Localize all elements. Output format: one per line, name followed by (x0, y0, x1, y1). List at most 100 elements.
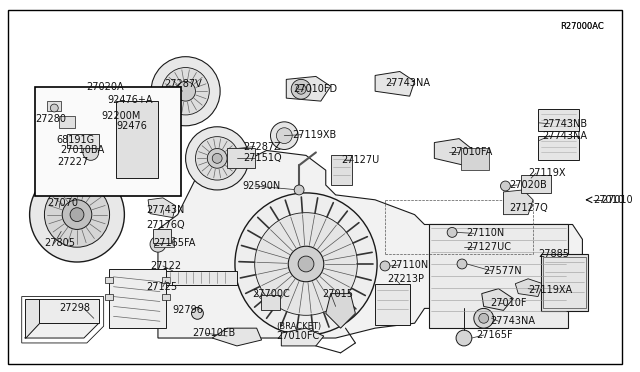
Text: 27287Z: 27287Z (243, 141, 280, 151)
Text: 27020B: 27020B (509, 180, 547, 190)
Bar (227, 148, 255, 168)
Bar (429, 224, 568, 328)
Circle shape (176, 81, 195, 101)
Bar (538, 109, 579, 131)
Circle shape (186, 127, 249, 190)
Polygon shape (148, 198, 176, 218)
Bar (35, 87, 180, 196)
Text: 92476+A: 92476+A (108, 95, 153, 105)
Text: 27010FB: 27010FB (193, 328, 236, 338)
Text: 27176Q: 27176Q (146, 221, 185, 231)
Circle shape (57, 151, 85, 179)
Circle shape (64, 158, 78, 172)
Polygon shape (282, 328, 324, 346)
Text: R27000AC: R27000AC (560, 22, 604, 31)
Text: 27020A: 27020A (86, 82, 124, 92)
Text: 27127U: 27127U (342, 155, 380, 165)
Text: 27885: 27885 (538, 249, 569, 259)
Bar (60, 148, 81, 160)
Text: 27700C: 27700C (253, 289, 291, 299)
Text: 27110N: 27110N (390, 260, 428, 270)
Polygon shape (482, 289, 513, 310)
Text: 27119XB: 27119XB (292, 130, 337, 140)
Circle shape (150, 236, 166, 252)
Text: 27070: 27070 (47, 198, 78, 208)
Text: 27110N: 27110N (466, 228, 504, 238)
Text: 27213P: 27213P (387, 274, 424, 284)
Bar (521, 175, 551, 193)
Circle shape (447, 227, 457, 237)
Text: 92200M: 92200M (102, 111, 141, 121)
Polygon shape (375, 71, 415, 96)
Bar (331, 155, 353, 185)
Text: 27743NB: 27743NB (542, 119, 587, 129)
Bar (538, 136, 579, 160)
Text: 27010FC: 27010FC (276, 331, 319, 341)
Circle shape (44, 182, 109, 247)
Circle shape (255, 213, 357, 315)
Bar (162, 294, 170, 299)
Bar (260, 295, 280, 310)
Circle shape (29, 167, 124, 262)
Circle shape (291, 79, 311, 99)
Circle shape (271, 122, 298, 150)
Circle shape (212, 153, 222, 163)
Circle shape (235, 193, 377, 335)
Text: 27122: 27122 (150, 261, 181, 271)
Text: 27151Q: 27151Q (243, 153, 282, 163)
Text: 27743NA: 27743NA (542, 131, 587, 141)
Text: 27280: 27280 (36, 114, 67, 124)
Circle shape (294, 185, 304, 195)
Circle shape (380, 261, 390, 271)
Bar (543, 257, 586, 308)
Polygon shape (40, 299, 99, 323)
Text: —27010: —27010 (592, 195, 633, 205)
Polygon shape (286, 76, 331, 101)
Bar (162, 277, 170, 283)
Text: 27125: 27125 (146, 282, 177, 292)
Circle shape (479, 313, 488, 323)
Bar (541, 254, 588, 311)
Circle shape (288, 246, 324, 282)
Text: 27127UC: 27127UC (466, 242, 511, 252)
Bar (109, 269, 166, 328)
Text: 27010: 27010 (593, 195, 624, 205)
Text: 27119X: 27119X (528, 168, 566, 178)
Circle shape (151, 57, 220, 126)
Bar (375, 284, 410, 325)
Text: 27015: 27015 (322, 289, 353, 299)
Circle shape (456, 330, 472, 346)
Text: 27743NA: 27743NA (491, 316, 536, 326)
Text: 92590N: 92590N (243, 181, 281, 191)
Polygon shape (158, 150, 582, 338)
Text: 27010F: 27010F (491, 298, 527, 308)
Text: 27165FA: 27165FA (153, 238, 195, 248)
Polygon shape (25, 299, 40, 338)
Text: R27000AC: R27000AC (560, 22, 604, 31)
Circle shape (296, 84, 306, 94)
Text: 27010BA: 27010BA (60, 145, 104, 155)
Bar (166, 271, 237, 285)
Bar (154, 237, 173, 247)
Circle shape (51, 104, 58, 112)
Text: 27743NA: 27743NA (385, 78, 430, 88)
Circle shape (162, 68, 209, 115)
Circle shape (457, 259, 467, 269)
Text: 27119XA: 27119XA (528, 285, 572, 295)
Text: 92796: 92796 (173, 305, 204, 315)
Polygon shape (435, 139, 474, 165)
Circle shape (63, 136, 71, 144)
Polygon shape (504, 190, 533, 215)
Circle shape (207, 148, 227, 168)
Bar (461, 148, 488, 170)
Polygon shape (212, 328, 262, 346)
Text: 68191G: 68191G (56, 135, 94, 145)
Text: 27577N: 27577N (484, 266, 522, 276)
Text: 27743N: 27743N (146, 205, 184, 215)
Text: 27165F: 27165F (476, 330, 513, 340)
Circle shape (500, 181, 510, 191)
Text: 27227: 27227 (57, 157, 88, 167)
Text: 27287V: 27287V (164, 79, 202, 89)
Polygon shape (25, 323, 99, 338)
Circle shape (191, 307, 204, 319)
